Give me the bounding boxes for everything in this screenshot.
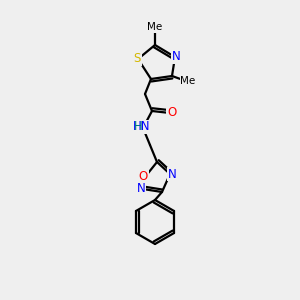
Text: S: S <box>133 52 141 65</box>
Text: Me: Me <box>147 22 163 32</box>
Text: H: H <box>134 121 142 134</box>
Text: O: O <box>167 106 177 119</box>
Text: HN: HN <box>133 121 151 134</box>
Text: N: N <box>168 167 176 181</box>
Text: Me: Me <box>180 76 196 86</box>
Text: N: N <box>136 182 146 196</box>
Text: O: O <box>138 170 148 184</box>
Text: N: N <box>172 50 180 64</box>
